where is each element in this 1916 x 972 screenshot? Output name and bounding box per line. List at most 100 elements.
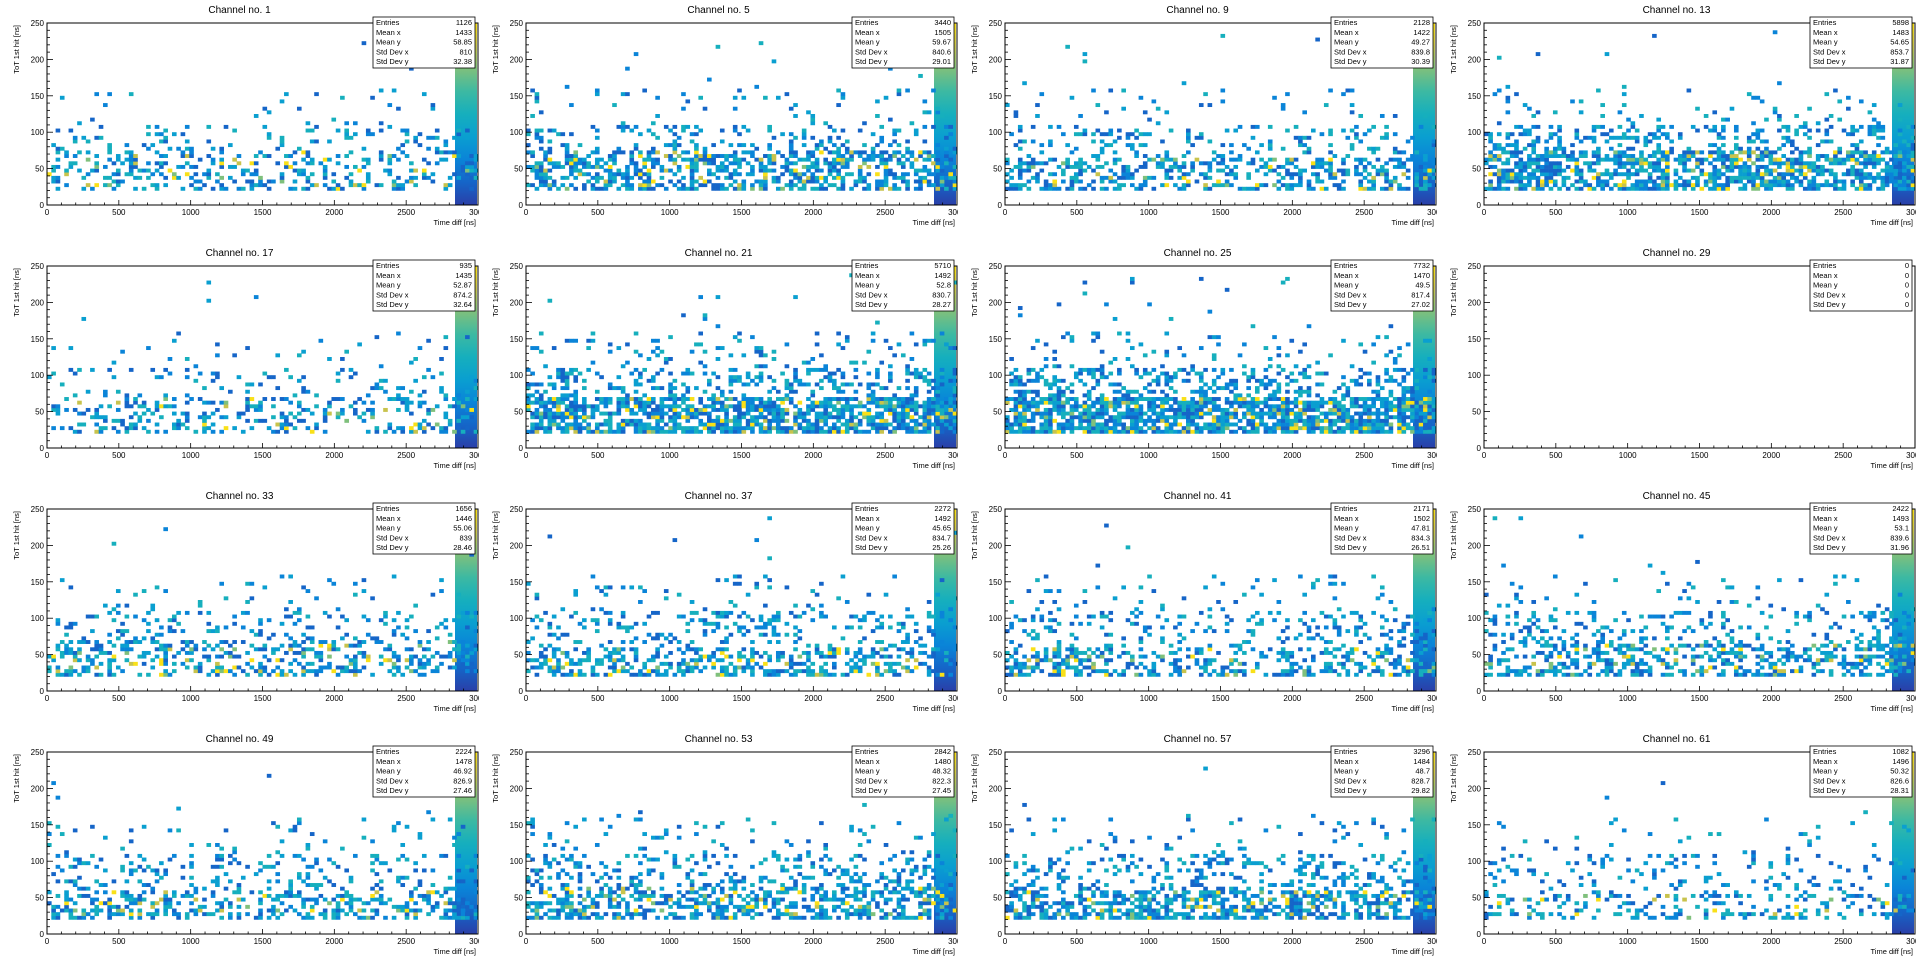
heat-cell: [81, 186, 87, 191]
heat-cell: [219, 164, 225, 169]
stat-value: 1505: [934, 28, 951, 37]
heat-cell: [189, 183, 194, 188]
heat-cell: [115, 183, 121, 188]
heat-cell: [569, 415, 574, 420]
heat-cell: [844, 139, 850, 144]
heat-cell: [1902, 150, 1907, 155]
heat-cell: [1078, 415, 1083, 420]
heat-cell: [111, 179, 117, 184]
x-tick-label: 1000: [182, 451, 200, 460]
heat-cell: [1699, 157, 1705, 162]
heat-cell: [1531, 139, 1537, 144]
heat-cell: [728, 353, 734, 358]
heat-cell: [1759, 157, 1765, 162]
heat-cell: [452, 397, 457, 401]
heat-cell: [844, 429, 850, 434]
heat-cell: [426, 161, 431, 166]
heat-cell: [1095, 164, 1101, 169]
heat-cell: [1017, 124, 1023, 129]
heat-cell: [1544, 150, 1549, 155]
heat-cell: [888, 378, 893, 383]
heat-cell: [439, 357, 444, 361]
heat-cell: [944, 161, 949, 166]
heat-cell: [59, 146, 65, 151]
heat-cell: [1798, 164, 1804, 169]
heat-cell: [154, 429, 160, 434]
heat-cell: [1052, 186, 1058, 191]
heat-cell: [551, 400, 557, 405]
heat-cell: [1600, 103, 1605, 108]
heat-cell: [715, 407, 721, 412]
heat-cell: [560, 132, 566, 137]
heat-cell: [594, 128, 600, 133]
heat-cell: [1030, 161, 1036, 166]
heat-cell: [184, 357, 190, 361]
heat-cell: [1751, 132, 1756, 137]
stat-label: Std Dev x: [1334, 47, 1367, 56]
heat-cell: [538, 128, 544, 133]
heat-cell: [832, 128, 837, 133]
heat-cell: [836, 429, 841, 434]
heat-cell: [1048, 429, 1053, 434]
heat-cell: [1030, 429, 1036, 434]
heat-cell: [599, 186, 604, 191]
heat-cell: [296, 404, 302, 409]
heat-cell: [681, 157, 686, 162]
heat-cell: [103, 183, 108, 188]
heat-cell: [1906, 179, 1911, 184]
heat-cell: [642, 186, 647, 191]
heat-cell: [361, 157, 367, 162]
heat-cell: [1052, 393, 1058, 398]
heat-cell: [1544, 175, 1549, 180]
heat-cell: [806, 371, 811, 376]
heat-cell: [1721, 154, 1726, 158]
heat-cell: [430, 375, 436, 380]
heat-cell: [797, 378, 803, 383]
heat-cell: [750, 143, 755, 148]
heat-cell: [784, 382, 790, 387]
heat-cell: [1259, 143, 1264, 148]
heat-cell: [327, 411, 332, 416]
heat-cell: [935, 106, 941, 111]
heat-cell: [909, 426, 915, 431]
heat-cell: [650, 164, 656, 169]
heat-cell: [1177, 164, 1183, 169]
heat-cell: [629, 422, 635, 427]
heat-cell: [133, 422, 138, 427]
heat-cell: [909, 404, 915, 409]
heat-cell: [1315, 172, 1320, 177]
heat-cell: [1492, 92, 1498, 97]
heat-cell: [391, 183, 397, 188]
heat-cell: [526, 386, 531, 391]
heat-cell: [672, 404, 678, 409]
heat-cell: [952, 346, 958, 351]
heat-cell: [767, 411, 772, 416]
heat-cell: [1323, 186, 1329, 191]
heat-cell: [638, 168, 643, 173]
heat-cell: [1876, 121, 1881, 126]
heat-cell: [577, 143, 583, 148]
heat-cell: [1237, 157, 1243, 162]
heat-cell: [603, 183, 609, 188]
heat-cell: [1319, 179, 1325, 184]
heat-cell: [939, 375, 945, 380]
heat-cell: [836, 407, 841, 412]
heat-cell: [59, 95, 65, 100]
heat-cell: [1017, 400, 1023, 405]
heat-cell: [758, 164, 764, 169]
heat-cell: [1570, 157, 1575, 162]
heat-cell: [1621, 186, 1627, 191]
heat-cell: [758, 415, 764, 420]
heat-cell: [128, 422, 134, 427]
heat-cell: [607, 422, 613, 427]
heat-cell: [875, 404, 880, 409]
stat-label: Mean x: [376, 271, 401, 280]
heat-cell: [1634, 179, 1640, 184]
heat-cell: [547, 139, 553, 144]
heat-cell: [655, 161, 660, 166]
heat-cell: [573, 175, 579, 180]
heat-cell: [1794, 146, 1799, 151]
heat-cell: [668, 386, 673, 391]
heat-cell: [836, 135, 841, 140]
heat-cell: [612, 154, 617, 158]
